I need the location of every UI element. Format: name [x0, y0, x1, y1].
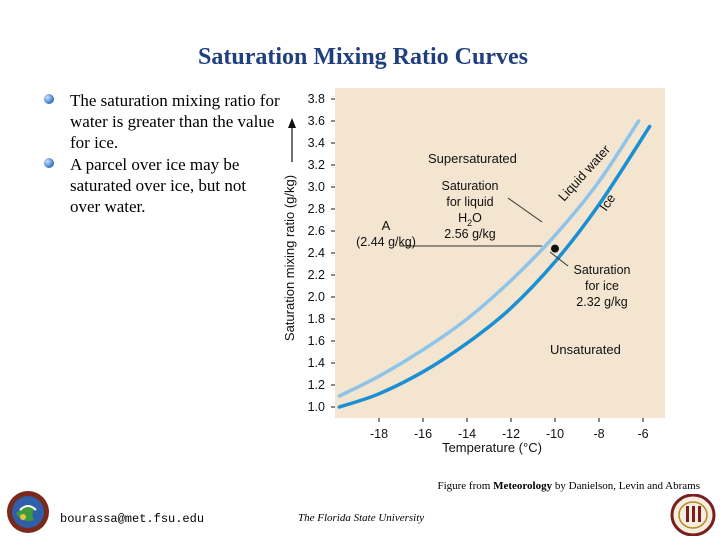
- x-tick-label: -16: [414, 427, 432, 441]
- y-tick-label: 1.2: [308, 378, 325, 392]
- y-axis-label: Saturation mixing ratio (g/kg): [282, 175, 297, 341]
- annotation-leader-ice: [549, 251, 569, 267]
- sat-liquid-line2: for liquid: [446, 195, 493, 209]
- ice-curve: [337, 124, 652, 409]
- bullet-item: A parcel over ice may be saturated over …: [40, 154, 280, 217]
- point-a-marker: [551, 244, 559, 253]
- figure-caption: Figure from Meteorology by Danielson, Le…: [437, 480, 700, 492]
- y-axis-arrow-icon: [288, 118, 296, 162]
- y-tick-label: 2.4: [308, 246, 325, 260]
- sat-ice-line1: Saturation: [574, 263, 631, 277]
- x-tick-label: -14: [458, 427, 476, 441]
- liquid-water-curve: [337, 119, 641, 398]
- x-tick-label: -6: [637, 427, 648, 441]
- plot-background: [335, 88, 665, 418]
- bullet-item: The saturation mixing ratio for water is…: [40, 90, 280, 153]
- bullet-text: A parcel over ice may be saturated over …: [70, 155, 247, 216]
- fsu-seal-icon: [670, 494, 716, 536]
- mixing-ratio-chart: 1.0 1.2 1.4 1.6 1.8 2.0 2.2 2.4 2.6 2.8 3.0 3.2 3.4 3…: [282, 88, 665, 455]
- footer-university: The Florida State University: [298, 512, 425, 524]
- sat-ice-line3: 2.32 g/kg: [576, 295, 627, 309]
- bullet-list: The saturation mixing ratio for water is…: [40, 90, 280, 218]
- bullet-text: The saturation mixing ratio for water is…: [70, 91, 280, 152]
- x-tick-label: -18: [370, 427, 388, 441]
- y-tick-label: 1.0: [308, 400, 325, 414]
- sat-liquid-line3: H2O: [458, 211, 482, 228]
- annotation-leader-liquid: [507, 197, 543, 223]
- y-tick-label: 1.4: [308, 356, 325, 370]
- x-tick-label: -10: [546, 427, 564, 441]
- bullet-icon: [44, 94, 54, 104]
- y-tick-label: 2.2: [308, 268, 325, 282]
- slide-title: Saturation Mixing Ratio Curves: [198, 44, 528, 70]
- supersaturated-label: Supersaturated: [428, 151, 517, 166]
- y-tick-label: 3.2: [308, 158, 325, 172]
- sat-liquid-line4: 2.56 g/kg: [444, 227, 495, 241]
- y-tick-label: 2.6: [308, 224, 325, 238]
- y-tick-label: 1.6: [308, 334, 325, 348]
- y-tick-label: 3.8: [308, 92, 325, 106]
- y-tick-label: 3.6: [308, 114, 325, 128]
- y-tick-label: 3.0: [308, 180, 325, 194]
- y-tick-label: 1.8: [308, 312, 325, 326]
- unsaturated-label: Unsaturated: [550, 342, 621, 357]
- y-tick-label: 2.8: [308, 202, 325, 216]
- x-tick-label: -12: [502, 427, 520, 441]
- x-axis-label: Temperature (°C): [442, 440, 542, 455]
- y-tick-label: 2.0: [308, 290, 325, 304]
- x-tick-label: -8: [593, 427, 604, 441]
- sat-ice-line2: for ice: [585, 279, 619, 293]
- point-a-label: A: [382, 218, 391, 233]
- bullet-icon: [44, 158, 54, 168]
- sat-liquid-line1: Saturation: [442, 179, 499, 193]
- footer-email: bourassa@met.fsu.edu: [60, 512, 205, 526]
- y-tick-label: 3.4: [308, 136, 325, 150]
- point-a-value: (2.44 g/kg): [356, 235, 416, 249]
- fsu-met-logo-icon: [7, 491, 49, 533]
